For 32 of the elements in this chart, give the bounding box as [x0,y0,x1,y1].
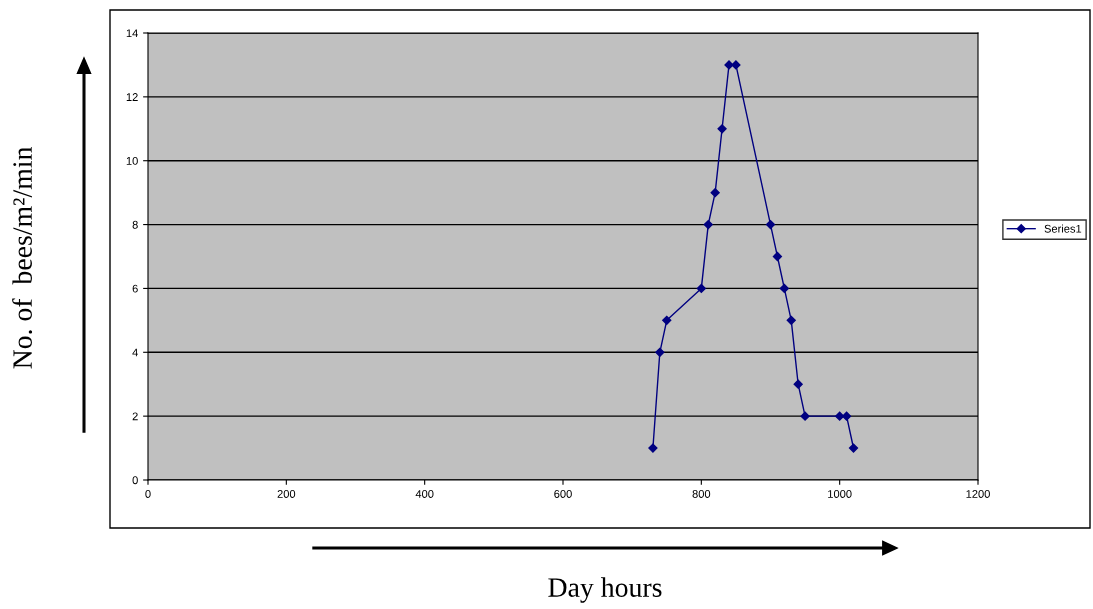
y-tick-label: 4 [132,348,138,357]
x-tick-label: 1000 [828,490,852,498]
point [662,315,672,325]
y-tick-label: 6 [132,284,138,293]
x-tick-label: 0 [145,490,151,498]
point [703,219,713,230]
point [710,188,720,198]
point [800,411,810,421]
x-tick-label: 200 [277,490,296,498]
point [731,60,741,70]
point [772,251,783,262]
y-axis-title: No. of bees/m²/min [12,147,33,369]
point [779,283,789,294]
point [655,347,665,357]
y-tick-label: 10 [126,156,138,165]
legend-label: Series1 [1044,224,1082,233]
point [696,283,706,294]
x-tick-label: 600 [554,490,572,498]
point [786,315,796,325]
point [648,443,658,453]
x-tick-label: 400 [415,490,434,498]
y-tick-label: 14 [126,29,138,38]
y-tick-label: 12 [126,93,138,101]
x-tick-label: 1200 [966,490,990,498]
point [793,379,803,389]
y-tick-label: 8 [132,220,138,229]
x-tick-label: 800 [692,490,711,498]
y-tick-label: 2 [132,412,138,421]
point [848,443,859,453]
x-axis-title: Day hours [548,577,662,603]
y-tick-label: 0 [132,476,138,485]
point [717,124,727,134]
